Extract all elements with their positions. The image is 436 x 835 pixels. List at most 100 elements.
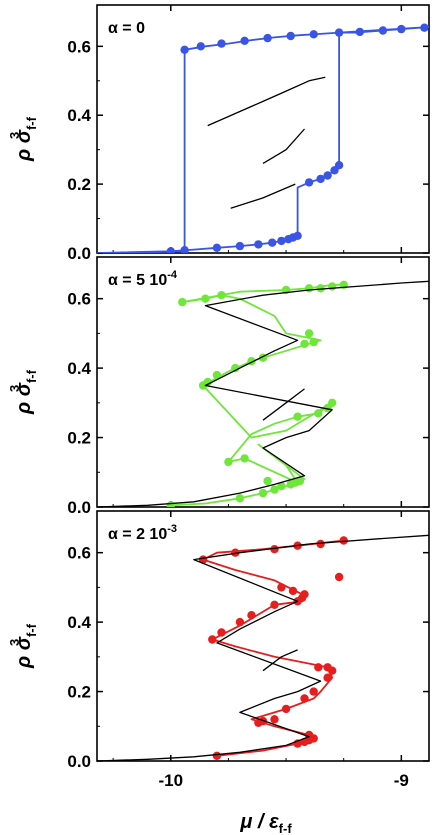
- data-point: [281, 704, 291, 714]
- data-point: [291, 478, 300, 487]
- data-point: [166, 501, 175, 507]
- data-point: [323, 663, 332, 672]
- data-point: [270, 600, 279, 609]
- data-point: [224, 457, 233, 467]
- data-point: [309, 30, 318, 39]
- data-point: [304, 329, 314, 338]
- reference-line-2: [207, 76, 326, 127]
- y-axis-title: ρ σf-f3: [7, 116, 39, 162]
- data-point: [235, 494, 245, 503]
- data-point: [304, 284, 314, 293]
- data-point: [309, 687, 318, 696]
- data-point: [397, 24, 406, 34]
- data-point: [316, 174, 325, 184]
- plot-area: [97, 280, 429, 507]
- y-tick-label: 0.0: [67, 498, 91, 517]
- data-point: [231, 548, 240, 557]
- data-point: [339, 536, 348, 545]
- y-axis-title: ρ σf-f3: [7, 623, 39, 669]
- data-point: [286, 31, 295, 41]
- data-point: [240, 36, 249, 45]
- data-point: [270, 545, 279, 554]
- data-point: [212, 751, 222, 760]
- chart-panel-3: 0.0 0.2 0.4 0.6 -10 -9 α = 2 10-3 ρ σf-f3: [7, 510, 430, 790]
- data-point: [263, 33, 272, 43]
- data-point: [208, 635, 217, 644]
- data-point: [323, 673, 332, 682]
- data-point: [316, 284, 325, 293]
- panel-label: α = 5 10-4: [108, 269, 178, 289]
- data-point: [203, 377, 212, 387]
- data-point: [254, 240, 263, 249]
- panel-label-superscript: -3: [167, 523, 177, 535]
- chart-panel-2: 0.0 0.2 0.4 0.6 α = 5 10-4 ρ σf-f3: [7, 256, 430, 517]
- data-point: [334, 572, 344, 582]
- data-point: [217, 291, 226, 300]
- data-point: [231, 363, 240, 373]
- simulation-line-1: [97, 26, 429, 253]
- simulation-line-1: [170, 283, 344, 507]
- data-point: [316, 539, 325, 549]
- data-point: [217, 39, 226, 48]
- panel-label-superscript: -4: [167, 269, 178, 281]
- data-point: [300, 590, 309, 599]
- data-point: [355, 27, 364, 37]
- y-tick-label: 0.4: [67, 106, 91, 125]
- data-point: [201, 294, 210, 303]
- plot-area: [97, 534, 429, 761]
- y-tick-label: 0.0: [67, 244, 91, 263]
- y-tick-label: 0.2: [67, 683, 91, 702]
- panel-label: α = 0: [108, 20, 145, 37]
- data-point: [212, 243, 222, 252]
- data-point: [314, 409, 323, 418]
- y-axis-superscript: 3: [7, 132, 22, 139]
- data-point: [328, 282, 337, 291]
- data-point: [258, 488, 268, 498]
- data-point: [180, 45, 189, 54]
- data-point: [217, 628, 226, 637]
- y-tick-label: 0.6: [67, 290, 91, 309]
- data-point: [268, 238, 277, 247]
- data-point: [196, 42, 205, 51]
- data-point: [277, 482, 286, 491]
- x-tick-label: -9: [394, 771, 409, 790]
- data-point: [309, 337, 318, 347]
- panels: 0.0 0.2 0.4 0.6 α = 0 ρ σf-f3 0.0 0.2 0.4 0.6 α = …: [7, 4, 430, 790]
- y-tick-label: 0.6: [67, 544, 91, 563]
- reference-line-2: [97, 280, 429, 507]
- data-point: [378, 26, 388, 35]
- reference-line-2: [97, 534, 429, 761]
- data-point: [277, 583, 286, 592]
- data-point: [180, 246, 189, 253]
- plot-area: [97, 23, 429, 253]
- data-point: [314, 663, 323, 672]
- y-axis-title: ρ σf-f3: [7, 369, 39, 415]
- data-point: [212, 370, 222, 380]
- y-tick-label: 0.4: [67, 359, 91, 378]
- data-point: [323, 171, 332, 180]
- data-point: [235, 241, 245, 251]
- x-tick-label: -10: [158, 771, 183, 790]
- data-point: [300, 694, 309, 703]
- data-point: [293, 231, 302, 240]
- plot-frame: [96, 510, 430, 762]
- data-point: [235, 617, 245, 627]
- y-tick-label: 0.4: [67, 613, 91, 632]
- data-point: [270, 485, 279, 494]
- data-point: [178, 297, 187, 307]
- data-point: [263, 476, 272, 486]
- reference-line-3: [262, 128, 305, 164]
- y-tick-label: 0.0: [67, 752, 91, 771]
- data-point: [166, 247, 175, 253]
- y-axis-subscript: f-f: [24, 623, 39, 637]
- y-axis-subscript: f-f: [24, 369, 39, 383]
- x-axis-subscript: f-f: [279, 821, 293, 835]
- data-point: [277, 236, 286, 246]
- x-axis-title: μ / εf-f: [239, 811, 292, 835]
- reference-line-3: [262, 649, 298, 672]
- data-point: [334, 28, 344, 37]
- y-axis-subscript: f-f: [24, 116, 39, 130]
- reference-line-4: [230, 183, 296, 209]
- plot-frame: [96, 256, 430, 508]
